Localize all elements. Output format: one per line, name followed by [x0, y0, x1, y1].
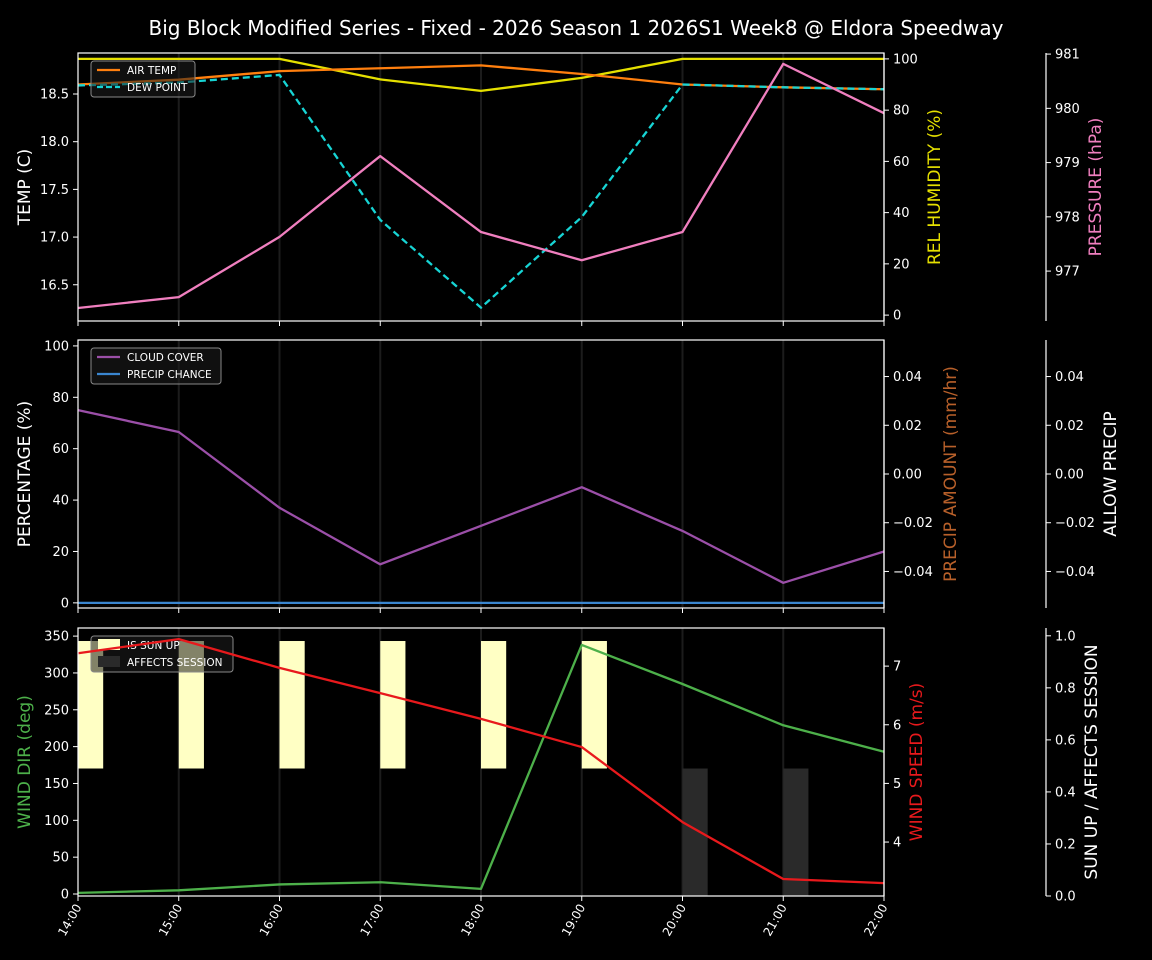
- y-tick-label: 250: [44, 703, 69, 718]
- sun-up-bar: [380, 641, 406, 769]
- right-y-tick-label: 0.4: [1055, 785, 1076, 800]
- sun-up-bar: [481, 641, 507, 769]
- right-y-tick-label: 0.02: [1055, 419, 1084, 434]
- y-tick-label: 100: [44, 339, 69, 354]
- right-y-tick-label: 977: [1055, 265, 1080, 280]
- right-y-tick-label: 7: [893, 660, 901, 675]
- y-tick-label: 60: [52, 442, 69, 457]
- legend-label: AFFECTS SESSION: [127, 657, 223, 669]
- y-axis-label: WIND DIR (deg): [15, 695, 35, 829]
- right-y-tick-label: 40: [893, 206, 910, 221]
- sun-up-bar: [279, 641, 305, 769]
- y-tick-label: 80: [52, 391, 69, 406]
- y-tick-label: 40: [52, 494, 69, 509]
- y-tick-label: 17.0: [40, 231, 69, 246]
- sun-up-bar: [581, 641, 607, 769]
- right-y-tick-label: 0.8: [1055, 681, 1076, 696]
- y-tick-label: 16.5: [40, 278, 69, 293]
- y-tick-label: 50: [52, 851, 69, 866]
- right-y-tick-label: 0.00: [893, 468, 922, 483]
- y-tick-label: 350: [44, 630, 69, 645]
- legend-label: DEW POINT: [127, 82, 188, 94]
- y-tick-label: 150: [44, 777, 69, 792]
- right-y-tick-label: 100: [893, 52, 918, 67]
- y-tick-label: 300: [44, 666, 69, 681]
- right-y-tick-label: −0.02: [1055, 516, 1095, 531]
- right-y-tick-label: 0: [893, 309, 901, 324]
- affects-session-bar: [783, 768, 809, 896]
- right-y-tick-label: 0.2: [1055, 837, 1076, 852]
- legend-swatch: [98, 656, 120, 667]
- right-y-tick-label: 5: [893, 777, 901, 792]
- legend-label: PRECIP CHANCE: [127, 369, 212, 381]
- right-y-tick-label: 0.6: [1055, 733, 1076, 748]
- y-tick-label: 18.0: [40, 135, 69, 150]
- legend: AIR TEMP DEW POINT: [90, 60, 196, 98]
- right-axis-label: ALLOW PRECIP: [1101, 411, 1121, 537]
- right-y-tick-label: 1.0: [1055, 629, 1076, 644]
- chart-title: Big Block Modified Series - Fixed - 2026…: [149, 16, 1004, 40]
- right-y-tick-label: 60: [893, 155, 910, 170]
- y-tick-label: 20: [52, 545, 69, 560]
- right-axis-label: REL HUMIDITY (%): [925, 109, 945, 265]
- right-y-tick-label: 0.0: [1055, 890, 1076, 905]
- y-tick-label: 0: [61, 888, 69, 903]
- legend-box: [90, 347, 222, 385]
- legend-label: AIR TEMP: [127, 65, 176, 77]
- affects-session-bar: [682, 768, 708, 896]
- legend-swatch: [98, 639, 120, 650]
- right-y-tick-label: 4: [893, 836, 901, 851]
- legend-label: CLOUD COVER: [127, 352, 204, 364]
- right-axis-label: WIND SPEED (m/s): [907, 683, 927, 841]
- right-y-tick-label: 6: [893, 718, 901, 733]
- y-tick-label: 100: [44, 814, 69, 829]
- y-tick-label: 0: [61, 596, 69, 611]
- right-axis-label: PRECIP AMOUNT (mm/hr): [941, 366, 961, 582]
- right-axis-label: SUN UP / AFFECTS SESSION: [1082, 644, 1102, 879]
- right-y-tick-label: 979: [1055, 156, 1080, 171]
- legend-label: IS SUN UP: [127, 640, 180, 652]
- right-y-tick-label: −0.04: [893, 565, 933, 580]
- right-y-tick-label: −0.02: [893, 516, 933, 531]
- right-y-tick-label: 0.04: [893, 370, 922, 385]
- right-y-tick-label: 0.02: [893, 419, 922, 434]
- right-y-tick-label: 980: [1055, 102, 1080, 117]
- right-y-tick-label: 978: [1055, 210, 1080, 225]
- y-tick-label: 200: [44, 740, 69, 755]
- legend: CLOUD COVER PRECIP CHANCE: [90, 347, 222, 385]
- right-y-tick-label: 0.00: [1055, 468, 1084, 483]
- right-y-tick-label: 981: [1055, 48, 1080, 63]
- right-y-tick-label: 80: [893, 104, 910, 119]
- right-y-tick-label: 0.04: [1055, 370, 1084, 385]
- y-tick-label: 18.5: [40, 88, 69, 103]
- right-axis-label: PRESSURE (hPa): [1086, 118, 1106, 257]
- y-tick-label: 17.5: [40, 183, 69, 198]
- y-axis-label: TEMP (C): [15, 149, 35, 227]
- right-y-tick-label: −0.04: [1055, 565, 1095, 580]
- right-y-tick-label: 20: [893, 257, 910, 272]
- y-axis-label: PERCENTAGE (%): [15, 401, 35, 547]
